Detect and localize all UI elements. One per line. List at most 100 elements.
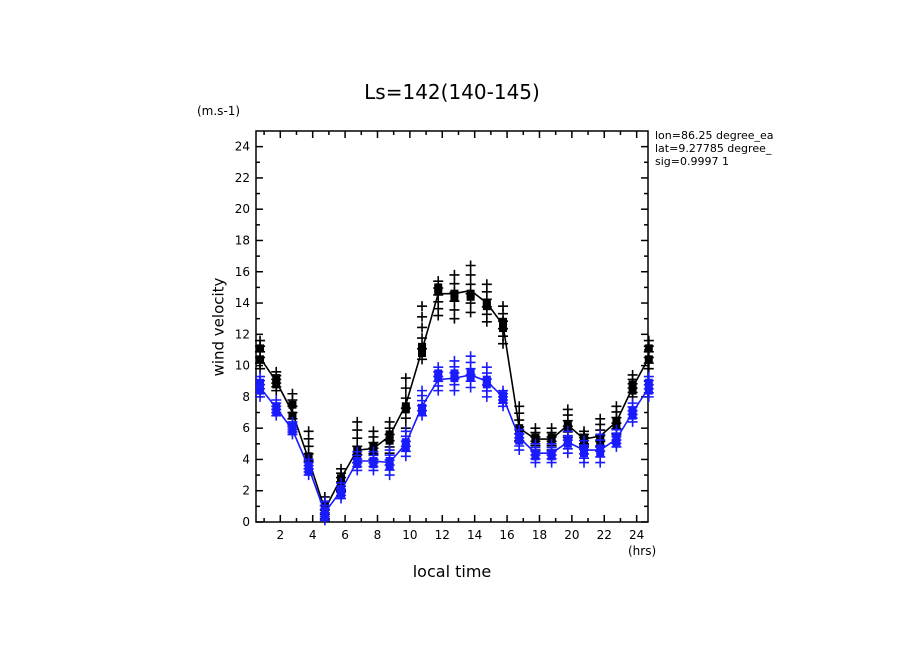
data-point — [450, 369, 459, 378]
data-point — [482, 375, 491, 384]
y-tick-label: 18 — [235, 233, 250, 247]
y-tick-label: 8 — [242, 390, 250, 404]
y-axis-units: (m.s-1) — [197, 104, 241, 118]
spread-marker — [368, 446, 379, 457]
data-point — [304, 466, 313, 475]
spread-marker — [579, 435, 590, 446]
data-point — [628, 411, 637, 420]
data-point — [563, 439, 572, 448]
data-point — [256, 355, 265, 364]
spread-marker — [465, 260, 476, 271]
data-point — [337, 489, 346, 498]
spread-marker — [384, 445, 395, 456]
spread-marker — [417, 311, 428, 322]
spread-marker — [449, 313, 460, 324]
data-point — [644, 386, 653, 395]
spread-marker — [449, 278, 460, 289]
y-tick-label: 24 — [235, 140, 250, 154]
data-point — [288, 427, 297, 436]
x-tick-label: 18 — [532, 528, 547, 542]
x-tick-label: 12 — [435, 528, 450, 542]
spread-marker — [449, 304, 460, 315]
data-point — [499, 391, 508, 400]
data-point — [596, 449, 605, 458]
data-point — [628, 386, 637, 395]
spread-marker — [400, 426, 411, 437]
data-point — [272, 380, 281, 389]
data-point — [353, 460, 362, 469]
data-point — [450, 292, 459, 301]
spread-marker — [562, 404, 573, 415]
spread-marker — [352, 416, 363, 427]
x-tick-label: 6 — [341, 528, 349, 542]
data-point — [644, 355, 653, 364]
data-point — [272, 402, 281, 411]
spread-marker — [627, 398, 638, 409]
data-point — [644, 344, 653, 353]
data-point — [644, 378, 653, 387]
spread-marker — [546, 438, 557, 449]
data-point — [499, 396, 508, 405]
data-point — [304, 461, 313, 470]
y-tick-label: 6 — [242, 421, 250, 435]
x-tick-label: 16 — [499, 528, 514, 542]
spread-marker — [417, 385, 428, 396]
data-point — [482, 302, 491, 311]
spread-marker — [400, 383, 411, 394]
data-point — [256, 386, 265, 395]
y-tick-label: 10 — [235, 359, 250, 373]
data-marks — [255, 260, 654, 526]
spread-marker — [643, 335, 654, 346]
spread-marker — [449, 355, 460, 366]
x-axis-units: (hrs) — [628, 544, 657, 558]
y-tick-label: 0 — [242, 515, 250, 529]
y-tick-label: 2 — [242, 484, 250, 498]
data-point — [272, 408, 281, 417]
spread-marker — [481, 279, 492, 290]
data-point — [401, 442, 410, 451]
x-tick-label: 4 — [309, 528, 317, 542]
data-point — [272, 374, 281, 383]
y-tick-label: 16 — [235, 265, 250, 279]
x-tick-label: 2 — [276, 528, 284, 542]
spread-marker — [611, 401, 622, 412]
spread-marker — [530, 438, 541, 449]
spread-marker — [255, 335, 266, 346]
data-point — [547, 452, 556, 461]
data-point — [450, 374, 459, 383]
x-axis-label: local time — [412, 562, 492, 581]
data-point — [288, 411, 297, 420]
spread-marker — [400, 373, 411, 384]
spread-marker — [611, 424, 622, 435]
data-point — [418, 342, 427, 351]
spread-marker — [352, 446, 363, 457]
data-point — [612, 438, 621, 447]
spread-marker — [595, 413, 606, 424]
spread-marker — [595, 429, 606, 440]
y-tick-label: 20 — [235, 202, 250, 216]
data-point — [531, 452, 540, 461]
spread-marker — [465, 351, 476, 362]
data-point — [515, 431, 524, 440]
location-info: lon=86.25 degree_ea lat=9.27785 degree_ … — [655, 129, 780, 168]
spread-marker — [417, 322, 428, 333]
spread-marker — [400, 413, 411, 424]
data-point — [612, 433, 621, 442]
data-point — [418, 406, 427, 415]
x-tick-label: 22 — [597, 528, 612, 542]
data-point — [580, 444, 589, 453]
spread-marker — [303, 426, 314, 437]
data-point — [434, 286, 443, 295]
x-tick-label: 24 — [629, 528, 644, 542]
x-tick-label: 10 — [402, 528, 417, 542]
spread-marker — [400, 393, 411, 404]
data-point — [385, 436, 394, 445]
data-point — [401, 438, 410, 447]
data-point — [288, 422, 297, 431]
y-tick-label: 22 — [235, 171, 250, 185]
spread-marker — [384, 416, 395, 427]
data-point — [320, 507, 329, 516]
data-point — [515, 436, 524, 445]
